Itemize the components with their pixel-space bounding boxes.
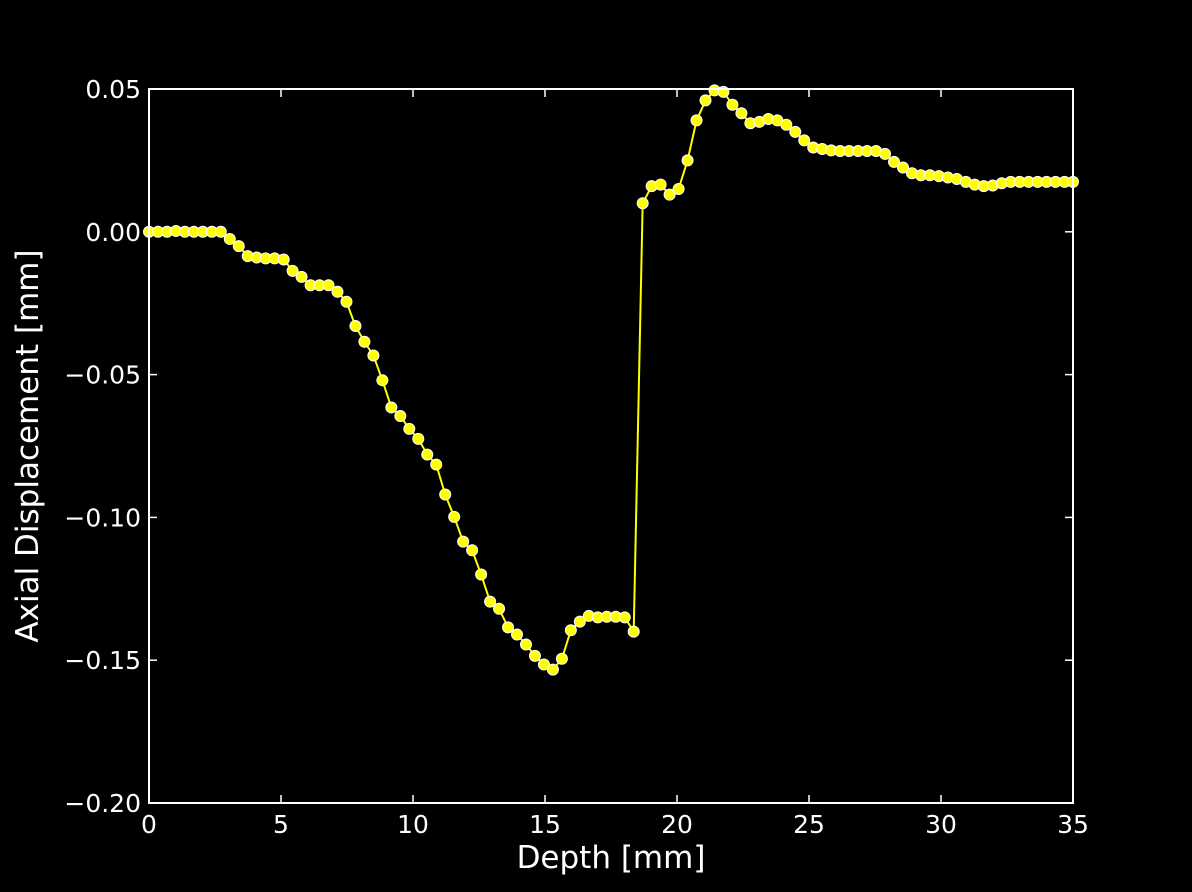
x-tick-label: 5	[273, 810, 289, 839]
data-series	[143, 84, 1079, 676]
data-point	[502, 621, 515, 634]
data-point	[277, 253, 290, 266]
y-tick-label: −0.20	[64, 789, 141, 818]
data-point	[546, 663, 559, 676]
data-point	[528, 649, 541, 662]
data-point	[331, 285, 344, 298]
data-point	[564, 624, 577, 637]
data-point	[457, 535, 470, 548]
data-point	[376, 374, 389, 387]
data-point	[412, 432, 425, 445]
data-point	[403, 422, 416, 435]
data-point	[789, 125, 802, 138]
data-point	[888, 155, 901, 168]
data-point	[699, 94, 712, 107]
data-point	[367, 349, 380, 362]
data-point	[519, 638, 532, 651]
x-tick-label: 20	[661, 810, 693, 839]
data-point	[654, 178, 667, 191]
data-point	[780, 118, 793, 131]
data-point	[573, 615, 586, 628]
data-point	[214, 225, 227, 238]
data-point	[286, 264, 299, 277]
data-point	[475, 568, 488, 581]
data-point	[430, 458, 443, 471]
x-tick-label: 10	[397, 810, 429, 839]
data-point	[618, 611, 631, 624]
data-point	[223, 232, 236, 245]
y-tick-label: −0.05	[64, 361, 141, 390]
data-point	[493, 602, 506, 615]
data-point	[232, 240, 245, 253]
data-point	[798, 134, 811, 147]
y-tick-label: −0.15	[64, 646, 141, 675]
data-point	[322, 279, 335, 292]
data-point	[726, 98, 739, 111]
x-axis-label: Depth [mm]	[517, 840, 706, 876]
data-point	[511, 628, 524, 641]
x-tick-label: 0	[141, 810, 157, 839]
tick-labels: 0 5 10 15 20 25 30 35 −0.20 −0.15 −0.10 −0.05 0.00 0.…	[64, 75, 1089, 839]
y-tick-label: −0.10	[64, 503, 141, 532]
data-point	[896, 161, 909, 174]
data-point	[627, 625, 640, 638]
data-point	[555, 652, 568, 665]
x-tick-label: 15	[529, 810, 561, 839]
data-point	[340, 295, 353, 308]
data-point	[663, 188, 676, 201]
data-point	[735, 107, 748, 120]
data-point	[421, 448, 434, 461]
x-tick-label: 35	[1057, 810, 1089, 839]
data-point	[394, 410, 407, 423]
data-point	[385, 401, 398, 414]
plot-frame	[148, 88, 1074, 804]
y-tick-label: 0.05	[85, 75, 141, 104]
y-tick-label: 0.00	[85, 218, 141, 247]
data-point	[439, 488, 452, 501]
data-point	[484, 595, 497, 608]
data-point	[537, 658, 550, 671]
data-point	[690, 114, 703, 127]
data-point	[672, 182, 685, 195]
data-point	[681, 154, 694, 167]
data-point	[636, 197, 649, 210]
data-point	[466, 544, 479, 557]
x-tick-label: 25	[793, 810, 825, 839]
y-axis-label: Axial Displacement [mm]	[10, 249, 46, 642]
data-point	[295, 270, 308, 283]
data-point	[448, 510, 461, 523]
data-point	[358, 335, 371, 348]
data-point	[879, 147, 892, 160]
x-tick-label: 30	[925, 810, 957, 839]
data-point	[349, 320, 362, 333]
